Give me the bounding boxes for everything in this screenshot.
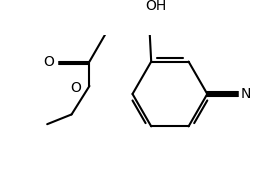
Text: O: O: [43, 55, 54, 69]
Text: O: O: [70, 81, 81, 95]
Text: OH: OH: [145, 0, 167, 13]
Text: N: N: [241, 87, 251, 101]
